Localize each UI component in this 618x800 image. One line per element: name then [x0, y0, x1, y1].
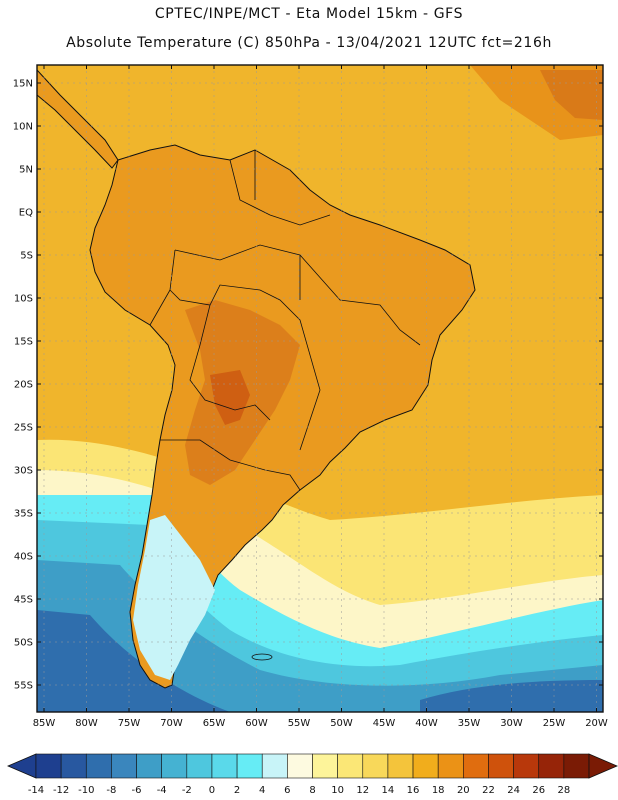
colorbar-label: 0 — [209, 785, 215, 796]
lon-label: 45W — [373, 718, 396, 729]
falkland-islands — [251, 653, 273, 661]
lat-label: 30S — [14, 466, 33, 477]
lon-label: 60W — [245, 718, 268, 729]
colorbar-label: -8 — [106, 785, 116, 796]
colorbar-label: 16 — [407, 785, 420, 796]
chart-title-line2: Absolute Temperature (C) 850hPa - 13/04/… — [66, 35, 552, 51]
colorbar-swatch — [60, 753, 87, 779]
lon-label: 75W — [118, 718, 141, 729]
colorbar-label: 20 — [457, 785, 470, 796]
colorbar-label: 2 — [234, 785, 240, 796]
colorbar-label: 14 — [382, 785, 395, 796]
colorbar-swatch — [337, 753, 364, 779]
colorbar-label: -14 — [28, 785, 44, 796]
lat-label: 10N — [13, 122, 33, 133]
colorbar-swatch — [136, 753, 162, 779]
lat-label: EQ — [19, 208, 33, 219]
country-borders — [149, 150, 421, 491]
colorbar-label: -12 — [53, 785, 69, 796]
lat-label: 10S — [14, 294, 33, 305]
lat-label: 25S — [14, 423, 33, 434]
colorbar-arrow-right — [588, 753, 618, 779]
colorbar-label: 18 — [432, 785, 445, 796]
colorbar-label: 26 — [532, 785, 545, 796]
colorbar-swatch — [186, 753, 213, 779]
colorbar-swatch — [412, 753, 439, 779]
colorbar-label: 6 — [284, 785, 290, 796]
colorbar — [6, 753, 618, 779]
colorbar-swatch — [538, 753, 565, 779]
colorbar-swatch — [362, 753, 389, 779]
colorbar-swatch — [463, 753, 489, 779]
colorbar-swatch — [211, 753, 238, 779]
lon-label: 35W — [458, 718, 481, 729]
lon-label: 80W — [75, 718, 98, 729]
colorbar-label: 28 — [557, 785, 570, 796]
colorbar-swatch — [261, 753, 288, 779]
lat-label: 15N — [13, 79, 33, 90]
lon-label: 65W — [203, 718, 226, 729]
lat-label: 55S — [14, 681, 33, 692]
cold-zone-4 — [37, 610, 230, 712]
lon-label: 55W — [288, 718, 311, 729]
colorbar-swatch — [387, 753, 414, 779]
hot-patch-northeast — [540, 70, 603, 120]
lat-label: 5N — [19, 165, 33, 176]
colorbar-swatch — [161, 753, 188, 779]
colorbar-swatch — [488, 753, 514, 779]
lat-label: 50S — [14, 638, 33, 649]
lon-label: 50W — [330, 718, 353, 729]
hottest-core — [210, 370, 250, 425]
central-america-land — [37, 69, 119, 169]
colorbar-label: 12 — [356, 785, 369, 796]
colorbar-swatch — [35, 753, 62, 779]
colorbar-label: 8 — [309, 785, 315, 796]
lon-label: 20W — [585, 718, 608, 729]
colorbar-swatch — [287, 753, 313, 779]
chart-title-line1: CPTEC/INPE/MCT - Eta Model 15km - GFS — [154, 6, 464, 22]
lat-label: 5S — [20, 251, 33, 262]
colorbar-swatch — [513, 753, 540, 779]
lat-label: 15S — [14, 337, 33, 348]
colorbar-label: 24 — [507, 785, 520, 796]
graticule — [37, 65, 603, 712]
colorbar-swatch — [236, 753, 263, 779]
colorbar-label: -2 — [182, 785, 192, 796]
colorbar-label: -10 — [78, 785, 94, 796]
lat-label: 35S — [14, 509, 33, 520]
colorbar-swatch — [85, 753, 112, 779]
colorbar-label: -6 — [132, 785, 142, 796]
colorbar-swatch — [437, 753, 464, 779]
colorbar-label: 4 — [259, 785, 265, 796]
lat-label: 40S — [14, 552, 33, 563]
lat-label: 20S — [14, 380, 33, 391]
lon-label: 40W — [415, 718, 438, 729]
colorbar-label: 10 — [331, 785, 344, 796]
lon-label: 70W — [160, 718, 183, 729]
lat-label: 45S — [14, 595, 33, 606]
cold-zone-3 — [37, 560, 603, 712]
lon-label: 25W — [543, 718, 566, 729]
colorbar-swatch — [563, 753, 590, 779]
lon-label: 85W — [33, 718, 56, 729]
lon-label: 30W — [500, 718, 523, 729]
colorbar-swatch — [111, 753, 137, 779]
colorbar-label: 22 — [482, 785, 495, 796]
colorbar-swatch — [312, 753, 338, 779]
map-frame — [36, 64, 604, 713]
colorbar-label: -4 — [157, 785, 167, 796]
colorbar-arrow-left — [6, 753, 37, 779]
